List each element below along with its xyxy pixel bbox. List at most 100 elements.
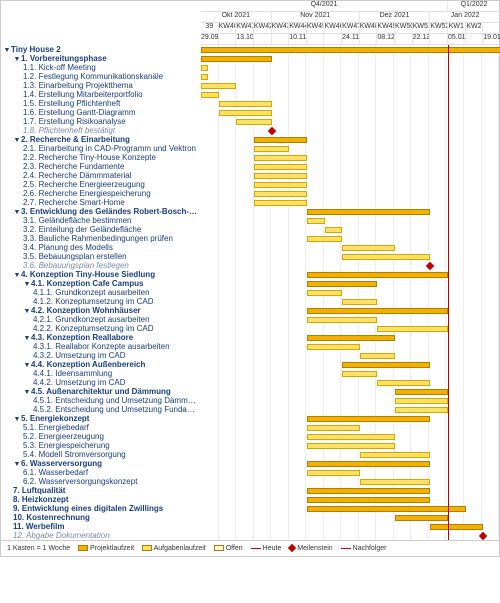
collapse-toggle-icon[interactable]: ▼ bbox=[13, 137, 21, 144]
gantt-bar[interactable] bbox=[307, 317, 378, 323]
task-label[interactable]: 3.4. Planung des Modells bbox=[1, 243, 201, 252]
task-label[interactable]: 5.4. Modell Stromversorgung bbox=[1, 450, 201, 459]
gantt-bar[interactable] bbox=[307, 290, 342, 296]
gantt-bar[interactable] bbox=[342, 362, 430, 368]
gantt-bar[interactable] bbox=[307, 344, 360, 350]
task-label[interactable]: 2.7. Recherche Smart-Home bbox=[1, 198, 201, 207]
gantt-bar[interactable] bbox=[377, 326, 448, 332]
gantt-bar[interactable] bbox=[395, 398, 448, 404]
gantt-bar[interactable] bbox=[254, 173, 307, 179]
gantt-bar[interactable] bbox=[342, 245, 395, 251]
task-label[interactable]: 1.1. Kick-off Meeting bbox=[1, 63, 201, 72]
task-label[interactable]: 1.2. Festlegung Kommunikationskanäle bbox=[1, 72, 201, 81]
collapse-toggle-icon[interactable]: ▼ bbox=[23, 335, 31, 342]
task-label[interactable]: 4.1.1. Grundkonzept ausarbeiten bbox=[1, 288, 201, 297]
gantt-bar[interactable] bbox=[254, 182, 307, 188]
gantt-bar[interactable] bbox=[307, 272, 448, 278]
gantt-bar[interactable] bbox=[307, 461, 431, 467]
gantt-bar[interactable] bbox=[201, 65, 208, 71]
task-label[interactable]: 4.5.1. Entscheidung und Umsetzung Dämmma… bbox=[1, 396, 201, 405]
task-label[interactable]: 4.3.2. Umsetzung im CAD bbox=[1, 351, 201, 360]
gantt-bar[interactable] bbox=[342, 371, 377, 377]
task-label[interactable]: ▼4.3. Konzeption Reallabore bbox=[1, 333, 201, 342]
task-label[interactable]: ▼4.4. Konzeption Außenbereich bbox=[1, 360, 201, 369]
task-label[interactable]: 2.3. Recherche Fundamente bbox=[1, 162, 201, 171]
task-label[interactable]: 9. Entwicklung eines digitalen Zwillings bbox=[1, 504, 201, 513]
gantt-bar[interactable] bbox=[307, 281, 378, 287]
task-label[interactable]: 4.2.1. Grundkonzept ausarbeiten bbox=[1, 315, 201, 324]
task-label[interactable]: 2.5. Recherche Energieerzeugung bbox=[1, 180, 201, 189]
gantt-bar[interactable] bbox=[307, 236, 342, 242]
gantt-bar[interactable] bbox=[254, 155, 307, 161]
collapse-toggle-icon[interactable]: ▼ bbox=[13, 461, 21, 468]
task-label[interactable]: 1.4. Erstellung Mitarbeiterportfolio bbox=[1, 90, 201, 99]
milestone-icon[interactable] bbox=[267, 126, 275, 134]
gantt-bar[interactable] bbox=[430, 524, 483, 530]
task-label[interactable]: 1.3. Einarbeitung Projektthema bbox=[1, 81, 201, 90]
task-label[interactable]: 8. Heizkonzept bbox=[1, 495, 201, 504]
task-label[interactable]: ▼2. Recherche & Einarbeitung bbox=[1, 135, 201, 144]
gantt-bar[interactable] bbox=[201, 74, 208, 80]
task-label[interactable]: 1.6. Erstellung Gantt-Diagramm bbox=[1, 108, 201, 117]
task-label[interactable]: 11. Werbefilm bbox=[1, 522, 201, 531]
gantt-bar[interactable] bbox=[395, 515, 448, 521]
gantt-bar[interactable] bbox=[307, 497, 431, 503]
task-label[interactable]: ▼4.5. Außenarchitektur und Dämmung bbox=[1, 387, 201, 396]
task-label[interactable]: 3.3. Bauliche Rahmenbedingungen prüfen bbox=[1, 234, 201, 243]
collapse-toggle-icon[interactable]: ▼ bbox=[23, 281, 31, 288]
task-label[interactable]: ▼5. Energiekonzept bbox=[1, 414, 201, 423]
task-label[interactable]: ▼6. Wasserversorgung bbox=[1, 459, 201, 468]
task-label[interactable]: 5.1. Energiebedarf bbox=[1, 423, 201, 432]
task-label[interactable]: 4.4.2. Umsetzung im CAD bbox=[1, 378, 201, 387]
task-label[interactable]: 3.5. Bebauungsplan erstellen bbox=[1, 252, 201, 261]
task-label[interactable]: 5.3. Energiespeicherung bbox=[1, 441, 201, 450]
task-label[interactable]: 4.1.2. Konzeptumsetzung im CAD bbox=[1, 297, 201, 306]
gantt-bar[interactable] bbox=[307, 488, 431, 494]
gantt-bar[interactable] bbox=[236, 119, 271, 125]
task-label[interactable]: ▼4.1. Konzeption Cafe Campus bbox=[1, 279, 201, 288]
collapse-toggle-icon[interactable]: ▼ bbox=[13, 416, 21, 423]
task-label[interactable]: 12. Abgabe Dokumentation bbox=[1, 531, 201, 540]
collapse-toggle-icon[interactable]: ▼ bbox=[23, 362, 31, 369]
collapse-toggle-icon[interactable]: ▼ bbox=[23, 389, 31, 396]
gantt-bar[interactable] bbox=[201, 47, 500, 53]
gantt-bar[interactable] bbox=[342, 299, 377, 305]
task-label[interactable]: 3.2. Einteilung der Geländefläche bbox=[1, 225, 201, 234]
gantt-bar[interactable] bbox=[254, 137, 307, 143]
gantt-bar[interactable] bbox=[360, 479, 431, 485]
collapse-toggle-icon[interactable]: ▼ bbox=[3, 47, 11, 54]
task-label[interactable]: 4.3.1. Reallabor Konzepte ausarbeiten bbox=[1, 342, 201, 351]
gantt-bar[interactable] bbox=[377, 380, 430, 386]
task-label[interactable]: ▼Tiny House 2 bbox=[1, 45, 201, 54]
gantt-bar[interactable] bbox=[307, 425, 360, 431]
collapse-toggle-icon[interactable]: ▼ bbox=[13, 56, 21, 63]
gantt-bar[interactable] bbox=[360, 353, 395, 359]
gantt-bar[interactable] bbox=[307, 506, 466, 512]
gantt-bar[interactable] bbox=[201, 56, 272, 62]
task-label[interactable]: ▼4. Konzeption Tiny-House Siedlung bbox=[1, 270, 201, 279]
gantt-bar[interactable] bbox=[254, 164, 307, 170]
gantt-bar[interactable] bbox=[307, 470, 360, 476]
task-label[interactable]: 4.5.2. Entscheidung und Umsetzung Fundam… bbox=[1, 405, 201, 414]
gantt-bar[interactable] bbox=[219, 101, 272, 107]
gantt-bar[interactable] bbox=[395, 407, 448, 413]
gantt-bar[interactable] bbox=[307, 218, 325, 224]
collapse-toggle-icon[interactable]: ▼ bbox=[13, 209, 21, 216]
task-label[interactable]: 2.4. Recherche Dämmmaterial bbox=[1, 171, 201, 180]
task-label[interactable]: 2.1. Einarbeitung in CAD-Programm und Ve… bbox=[1, 144, 201, 153]
gantt-bar[interactable] bbox=[342, 254, 430, 260]
task-label[interactable]: 3.6. Bebauungsplan festlegen bbox=[1, 261, 201, 270]
gantt-bar[interactable] bbox=[219, 110, 272, 116]
collapse-toggle-icon[interactable]: ▼ bbox=[13, 272, 21, 279]
task-label[interactable]: 2.2. Recherche Tiny-House Konzepte bbox=[1, 153, 201, 162]
task-label[interactable]: 1.5. Erstellung Pflichtenheft bbox=[1, 99, 201, 108]
task-label[interactable]: ▼1. Vorbereitungsphase bbox=[1, 54, 201, 63]
task-label[interactable]: ▼3. Entwicklung des Geländes Robert-Bosc… bbox=[1, 207, 201, 216]
task-label[interactable]: 1.8. Pflichtenheft bestätigt bbox=[1, 126, 201, 135]
task-label[interactable]: 6.2. Wasserversorgungskonzept bbox=[1, 477, 201, 486]
gantt-bar[interactable] bbox=[201, 83, 236, 89]
task-label[interactable]: 4.2.2. Konzeptumsetzung im CAD bbox=[1, 324, 201, 333]
task-label[interactable]: 6.1. Wasserbedarf bbox=[1, 468, 201, 477]
task-label[interactable]: 3.1. Geländefläche bestimmen bbox=[1, 216, 201, 225]
gantt-bar[interactable] bbox=[307, 308, 448, 314]
